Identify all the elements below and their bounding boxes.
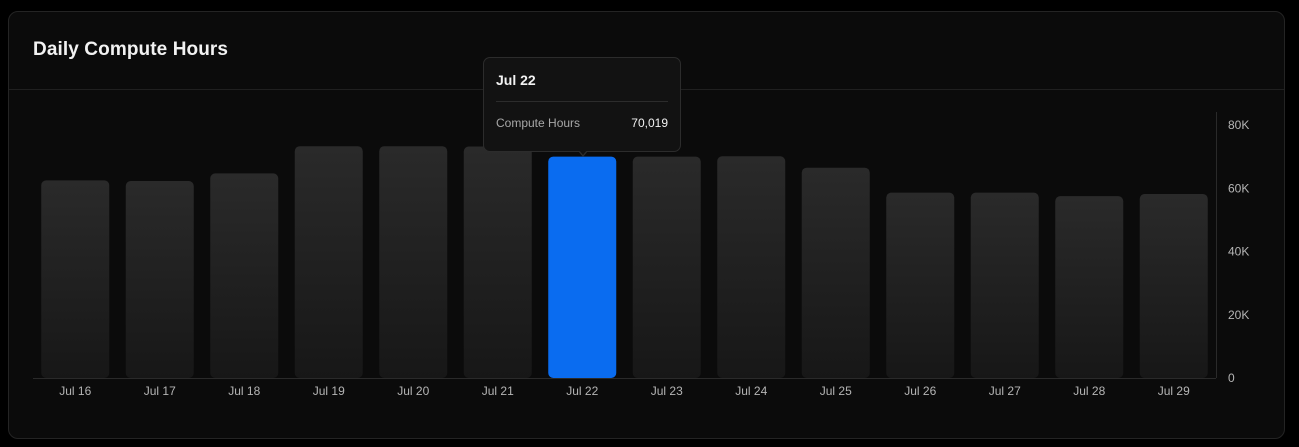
bar[interactable] [379,146,448,378]
chart-card: Daily Compute Hours Jul 16 Jul 17 Jul 18 Ju… [8,11,1285,439]
tooltip-arrow [578,150,588,157]
x-tick-label: Jul 21 [482,384,514,398]
tooltip-date: Jul 22 [496,72,536,88]
bar[interactable] [1055,196,1124,378]
x-tick-label: Jul 23 [651,384,683,398]
bar[interactable] [210,173,279,378]
bar[interactable] [801,167,870,378]
bar[interactable] [294,146,363,378]
x-tick-label: Jul 16 [59,384,91,398]
bar[interactable] [463,146,532,378]
bar[interactable] [970,192,1039,378]
x-tick-label: Jul 25 [820,384,852,398]
bar[interactable] [41,180,110,378]
y-tick-label: 0 [1228,371,1235,385]
x-tick-label: Jul 27 [989,384,1021,398]
tooltip-divider [496,101,668,102]
bar[interactable] [717,156,786,378]
y-tick-label: 80K [1228,118,1249,132]
x-tick-label: Jul 28 [1073,384,1105,398]
card-title: Daily Compute Hours [33,39,229,60]
y-tick-labels: 0 20K 40K 60K 80K [1228,118,1249,385]
x-tick-label: Jul 22 [566,384,598,398]
y-tick-label: 20K [1228,308,1249,322]
x-tick-label: Jul 17 [144,384,176,398]
x-tick-label: Jul 26 [904,384,936,398]
bar[interactable] [632,156,701,378]
bars-group [41,146,1208,378]
x-tick-label: Jul 24 [735,384,767,398]
x-tick-label: Jul 20 [397,384,429,398]
x-tick-label: Jul 18 [228,384,260,398]
bar[interactable] [1139,193,1208,378]
y-tick-label: 60K [1228,181,1249,195]
bar-chart: Jul 16 Jul 17 Jul 18 Jul 19 Jul 20 Jul 21 Jul … [33,112,1249,398]
tooltip-series-label: Compute Hours [496,116,581,130]
bar-tooltip: Jul 22 Compute Hours 70,019 [483,57,681,157]
bar-highlighted[interactable] [548,156,617,378]
tooltip-series-value: 70,019 [631,116,668,130]
bar[interactable] [886,192,955,378]
bar[interactable] [125,180,194,378]
x-tick-labels: Jul 16 Jul 17 Jul 18 Jul 19 Jul 20 Jul 21 Jul … [59,384,1190,398]
x-tick-label: Jul 29 [1158,384,1190,398]
x-tick-label: Jul 19 [313,384,345,398]
y-tick-label: 40K [1228,245,1249,259]
